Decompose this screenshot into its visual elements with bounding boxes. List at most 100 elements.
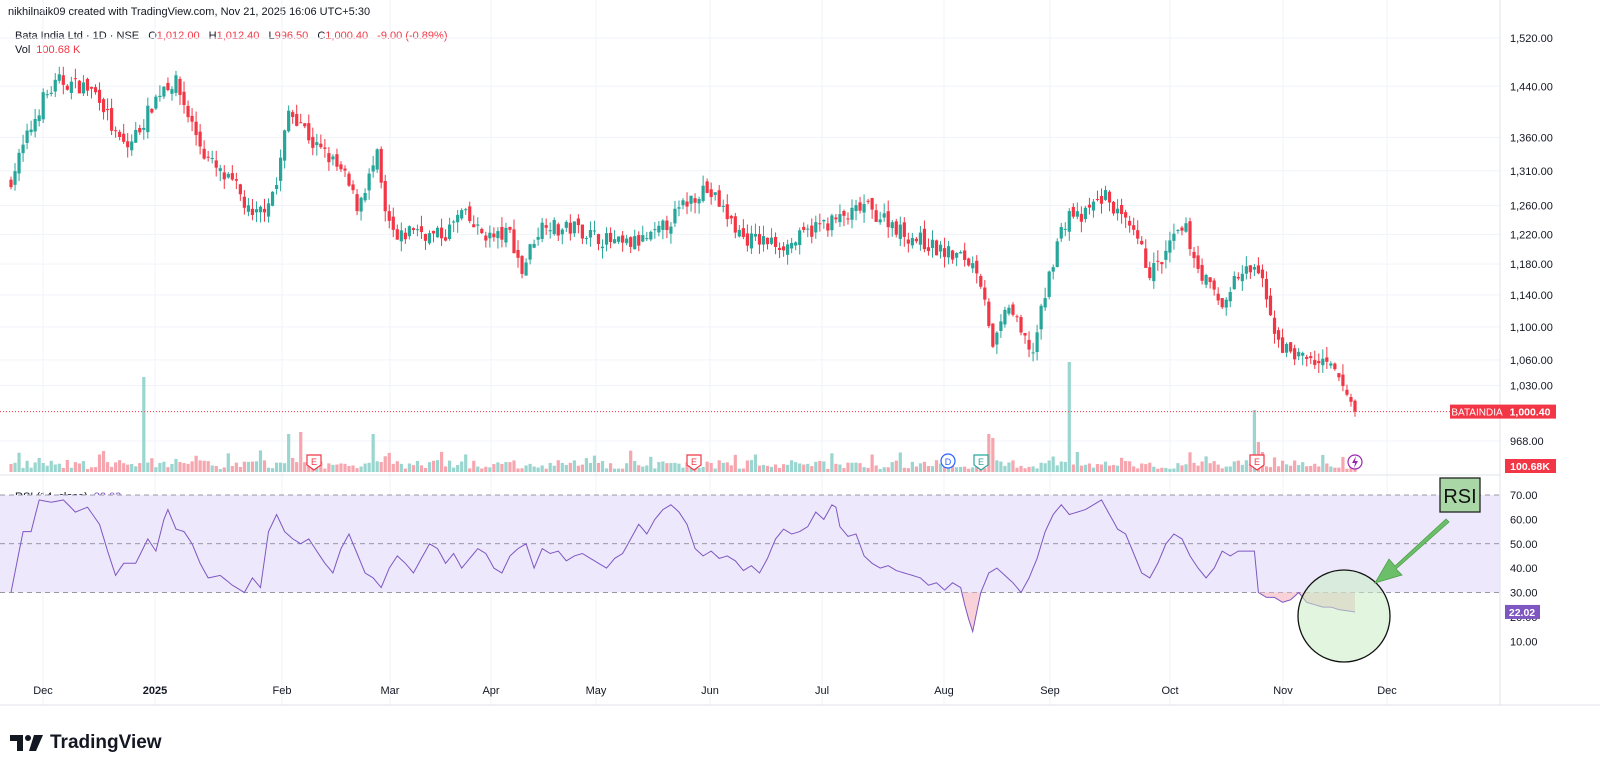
candle[interactable] [512,219,516,254]
candle[interactable] [1212,278,1216,296]
candle[interactable] [1007,304,1011,316]
candle[interactable] [472,215,476,228]
arrow-icon[interactable] [1374,518,1450,584]
candle[interactable] [862,194,866,223]
candle[interactable] [476,217,480,235]
candle[interactable] [1140,236,1144,246]
candle[interactable] [150,108,154,114]
candle[interactable] [166,77,170,92]
candle[interactable] [790,237,794,254]
candle[interactable] [858,196,862,214]
candle[interactable] [975,255,979,284]
candle[interactable] [689,195,693,212]
candle[interactable] [1196,245,1200,274]
candle[interactable] [1156,250,1160,271]
candle[interactable] [1248,265,1252,279]
candle[interactable] [930,230,935,258]
candle[interactable] [1015,314,1019,323]
candle[interactable] [214,150,218,177]
candle[interactable] [270,191,275,207]
candle[interactable] [379,146,383,189]
candle[interactable] [222,165,226,189]
candle[interactable] [146,97,150,139]
candle[interactable] [29,120,33,136]
candle[interactable] [737,224,741,238]
candle[interactable] [17,148,21,182]
candle[interactable] [842,209,846,227]
candle[interactable] [250,199,255,221]
candle[interactable] [564,220,568,232]
candle[interactable] [415,224,420,237]
candle[interactable] [524,258,528,276]
candle[interactable] [77,79,82,94]
candle[interactable] [198,124,202,155]
candle[interactable] [612,230,617,244]
candle[interactable] [254,201,259,223]
candle[interactable] [279,149,283,192]
candle[interactable] [846,212,850,225]
candle[interactable] [1091,198,1096,218]
candle[interactable] [182,81,186,114]
candle[interactable] [504,222,508,248]
candle[interactable] [725,194,729,227]
candle[interactable] [407,225,411,240]
candle[interactable] [1301,351,1305,366]
candle[interactable] [1329,361,1333,369]
candle[interactable] [431,230,436,243]
candle[interactable] [1168,231,1172,263]
candle[interactable] [713,192,717,201]
candle[interactable] [1353,399,1357,417]
candle[interactable] [1256,257,1261,275]
candle[interactable] [287,105,291,133]
candle[interactable] [942,237,947,268]
candle[interactable] [395,224,399,240]
candle[interactable] [1124,209,1128,228]
candle[interactable] [749,225,754,254]
candle[interactable] [460,208,464,221]
candle[interactable] [681,198,685,210]
candle[interactable] [1276,327,1281,348]
candle[interactable] [866,198,870,205]
candle[interactable] [882,203,886,222]
candle[interactable] [307,114,311,144]
candle[interactable] [230,165,234,181]
candle[interactable] [709,182,713,205]
candle[interactable] [105,98,110,121]
candle[interactable] [621,230,625,252]
candle[interactable] [669,221,673,244]
candle[interactable] [814,215,818,239]
candle[interactable] [741,219,745,240]
candle[interactable] [57,66,61,84]
candle[interactable] [806,224,810,238]
candle[interactable] [592,220,597,236]
candle[interactable] [1148,261,1152,281]
earnings-marker-icon[interactable]: E [1249,454,1265,471]
candle[interactable] [9,176,13,190]
candle[interactable] [1188,217,1192,256]
candle[interactable] [303,122,307,129]
candle[interactable] [798,227,802,255]
candle[interactable] [983,280,987,306]
candle[interactable] [299,113,303,124]
candle[interactable] [242,190,246,215]
highlight-circle[interactable] [1297,569,1391,663]
candle[interactable] [733,212,737,239]
candle[interactable] [383,174,387,222]
candle[interactable] [1055,238,1059,268]
candle[interactable] [1107,190,1112,212]
candle[interactable] [1260,264,1265,288]
candle[interactable] [25,123,29,150]
candle[interactable] [633,229,637,250]
candle[interactable] [375,148,379,173]
candle[interactable] [516,240,520,268]
candle[interactable] [987,298,991,329]
candle[interactable] [661,219,665,240]
candle[interactable] [878,211,882,225]
candle[interactable] [556,222,560,241]
candle[interactable] [617,236,621,245]
candle[interactable] [657,220,661,237]
candle[interactable] [423,233,428,250]
candle[interactable] [291,109,295,124]
candle[interactable] [1272,310,1277,344]
candle[interactable] [850,199,854,229]
